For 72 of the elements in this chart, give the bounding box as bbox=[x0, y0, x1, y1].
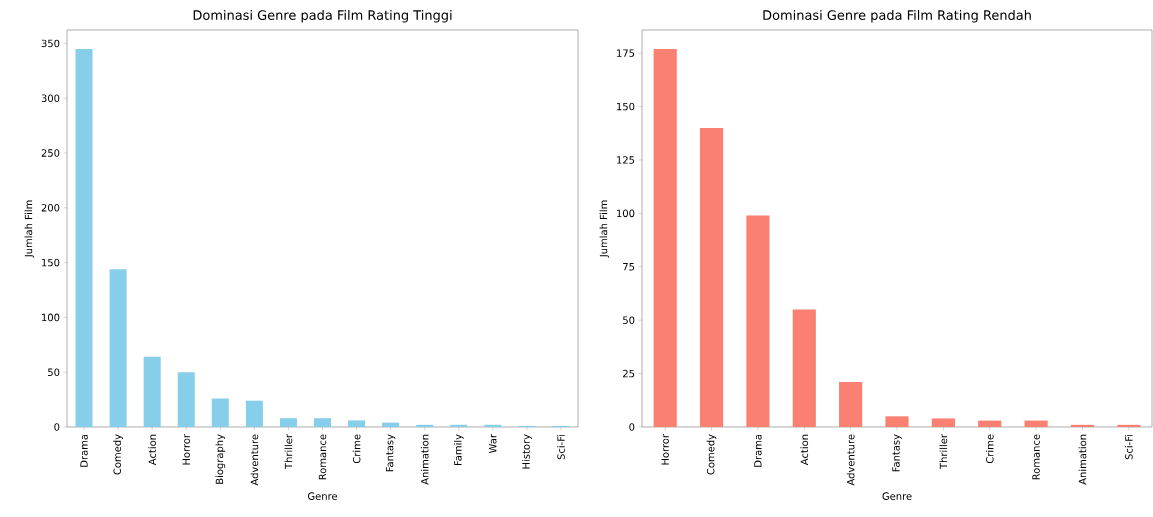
bar bbox=[1024, 420, 1048, 427]
y-tick-label: 25 bbox=[623, 369, 635, 378]
bar bbox=[1070, 424, 1095, 427]
x-tick-label: Comedy bbox=[113, 434, 123, 475]
x-tick-label: Romance bbox=[1032, 434, 1040, 480]
bar bbox=[211, 398, 229, 427]
y-tick-label: 100 bbox=[617, 209, 635, 218]
bar bbox=[348, 420, 366, 427]
x-tick-label: Fantasy bbox=[385, 434, 396, 472]
x-tick-label: Animation bbox=[420, 434, 429, 485]
bar bbox=[1117, 424, 1141, 427]
bar bbox=[177, 372, 195, 427]
x-tick-label: Crime bbox=[352, 434, 361, 464]
x-tick-label: Horror bbox=[661, 434, 669, 465]
x-tick-label: Romance bbox=[318, 434, 327, 480]
y-tick-label: 0 bbox=[629, 423, 635, 431]
bar bbox=[978, 420, 1002, 427]
x-tick-label: Fantasy bbox=[892, 434, 902, 472]
x-tick-label: Adventure bbox=[250, 434, 259, 486]
x-tick-label: Drama bbox=[754, 434, 762, 467]
bar bbox=[699, 127, 724, 427]
bar bbox=[416, 424, 434, 427]
bar bbox=[484, 424, 502, 427]
x-tick-label: War bbox=[489, 433, 497, 454]
y-tick-label: 75 bbox=[623, 263, 635, 271]
y-tick-label: 50 bbox=[48, 368, 60, 376]
x-tick-label: Sci-Fi bbox=[1124, 434, 1133, 460]
y-tick-label: 100 bbox=[42, 313, 60, 322]
x-tick-label: Adventure bbox=[846, 434, 855, 486]
x-tick-label: History bbox=[522, 434, 532, 469]
x-tick-label: Animation bbox=[1078, 434, 1087, 485]
y-axis-title: Jumlah Film bbox=[24, 200, 35, 258]
x-axis-title: Genre bbox=[882, 492, 912, 500]
chart-title: Dominasi Genre pada Film Rating Rendah bbox=[763, 9, 1031, 23]
bar bbox=[839, 382, 863, 427]
x-tick-label: Horror bbox=[182, 434, 190, 465]
y-tick-label: 175 bbox=[617, 49, 635, 57]
chart-title: Dominasi Genre pada Film Rating Tinggi bbox=[193, 9, 452, 23]
y-tick-label: 150 bbox=[617, 102, 635, 111]
bar bbox=[792, 309, 816, 427]
y-tick-label: 125 bbox=[617, 156, 635, 164]
bar bbox=[313, 418, 332, 427]
x-tick-label: Sci-Fi bbox=[557, 434, 565, 460]
bar bbox=[746, 215, 770, 427]
bar bbox=[279, 418, 297, 427]
y-tick-label: 50 bbox=[623, 316, 635, 324]
bar bbox=[931, 418, 955, 427]
x-tick-label: Thriller bbox=[939, 434, 948, 470]
x-tick-label: Action bbox=[800, 434, 809, 466]
y-tick-label: 350 bbox=[41, 39, 60, 48]
x-tick-label: Comedy bbox=[706, 434, 717, 475]
x-tick-label: Action bbox=[148, 434, 157, 466]
x-axis-title: Genre bbox=[307, 492, 338, 500]
y-axis-title: Jumlah Film bbox=[599, 200, 610, 258]
y-tick-label: 300 bbox=[41, 94, 60, 102]
x-tick-label: Drama bbox=[80, 434, 88, 467]
bar bbox=[143, 356, 161, 427]
bar bbox=[653, 48, 677, 427]
x-tick-label: Thriller bbox=[284, 434, 293, 470]
y-tick-label: 150 bbox=[42, 258, 60, 267]
bar bbox=[450, 424, 468, 427]
bar bbox=[245, 400, 263, 427]
bar bbox=[885, 416, 909, 427]
y-tick-label: 250 bbox=[41, 149, 60, 157]
bar bbox=[382, 422, 400, 427]
x-tick-label: Crime bbox=[985, 434, 994, 464]
x-tick-label: Family bbox=[453, 434, 464, 466]
bar bbox=[75, 48, 93, 427]
x-tick-label: Biography bbox=[215, 434, 226, 484]
y-tick-label: 0 bbox=[54, 423, 60, 431]
bar bbox=[109, 269, 127, 427]
y-tick-label: 200 bbox=[41, 204, 60, 212]
